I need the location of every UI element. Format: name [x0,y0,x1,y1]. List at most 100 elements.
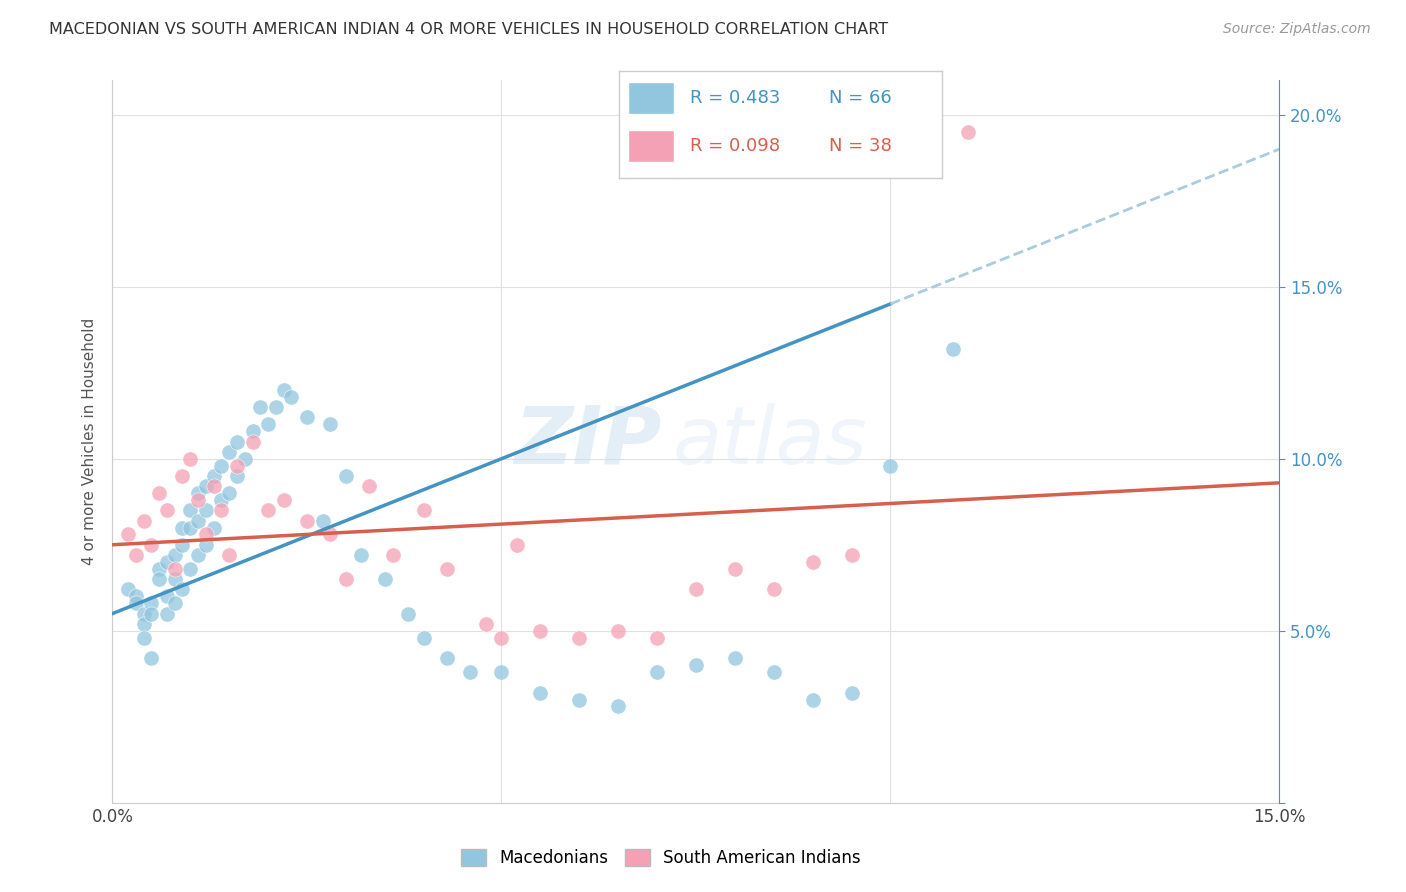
Point [436,562,458,576]
Point [163,562,186,576]
Point [141,651,163,665]
Point [335,572,357,586]
Point [879,458,901,473]
Point [172,520,194,534]
Point [187,486,209,500]
Point [148,572,170,586]
Legend: Macedonians, South American Indians: Macedonians, South American Indians [454,842,868,874]
Point [412,631,434,645]
Point [156,607,179,621]
Point [163,548,186,562]
Point [187,514,209,528]
Point [491,631,513,645]
Point [762,665,785,679]
Point [156,555,179,569]
Point [506,538,529,552]
Point [141,607,163,621]
Point [187,493,209,508]
Point [179,520,201,534]
Point [396,607,419,621]
Point [202,479,225,493]
Point [242,434,264,449]
Point [218,445,240,459]
Point [273,493,295,508]
Point [436,651,458,665]
Text: N = 38: N = 38 [830,137,891,155]
Point [179,562,201,576]
Point [141,538,163,552]
Point [125,596,148,610]
Text: R = 0.483: R = 0.483 [690,89,780,107]
Point [148,486,170,500]
Point [841,548,863,562]
Point [264,400,287,414]
Point [117,527,139,541]
Text: MACEDONIAN VS SOUTH AMERICAN INDIAN 4 OR MORE VEHICLES IN HOUSEHOLD CORRELATION : MACEDONIAN VS SOUTH AMERICAN INDIAN 4 OR… [49,22,889,37]
Point [957,125,980,139]
Point [412,503,434,517]
Point [218,486,240,500]
Point [685,658,707,673]
Point [172,582,194,597]
Bar [628,130,673,162]
Bar [628,82,673,114]
Point [218,548,240,562]
Point [311,514,333,528]
Point [568,692,591,706]
Y-axis label: 4 or more Vehicles in Household: 4 or more Vehicles in Household [82,318,97,566]
Point [209,493,232,508]
Point [257,503,280,517]
Point [172,538,194,552]
Text: N = 66: N = 66 [830,89,891,107]
Point [801,555,824,569]
Point [163,596,186,610]
Point [942,342,965,356]
Point [172,469,194,483]
Point [194,479,217,493]
Point [350,548,373,562]
Point [319,417,342,432]
Point [187,548,209,562]
Point [202,520,225,534]
Point [257,417,280,432]
Point [179,451,201,466]
Point [273,383,295,397]
Point [209,503,232,517]
Point [202,469,225,483]
Point [226,458,249,473]
Point [295,410,318,425]
Point [194,503,217,517]
Point [645,631,668,645]
Point [141,596,163,610]
Point [724,651,747,665]
Point [163,572,186,586]
Point [335,469,357,483]
Point [685,582,707,597]
Point [529,624,551,638]
Point [179,503,201,517]
Point [568,631,591,645]
Point [460,665,482,679]
Point [125,548,148,562]
Point [125,590,148,604]
Point [529,686,551,700]
Point [132,607,155,621]
Point [475,616,498,631]
Point [226,434,249,449]
Point [132,514,155,528]
Text: R = 0.098: R = 0.098 [690,137,780,155]
Point [148,562,170,576]
Point [359,479,381,493]
Point [117,582,139,597]
Point [280,390,302,404]
Point [319,527,342,541]
Point [226,469,249,483]
Point [841,686,863,700]
Point [132,616,155,631]
Point [194,538,217,552]
Point [242,424,264,438]
Text: Source: ZipAtlas.com: Source: ZipAtlas.com [1223,22,1371,37]
Point [233,451,256,466]
Point [156,590,179,604]
Point [724,562,747,576]
